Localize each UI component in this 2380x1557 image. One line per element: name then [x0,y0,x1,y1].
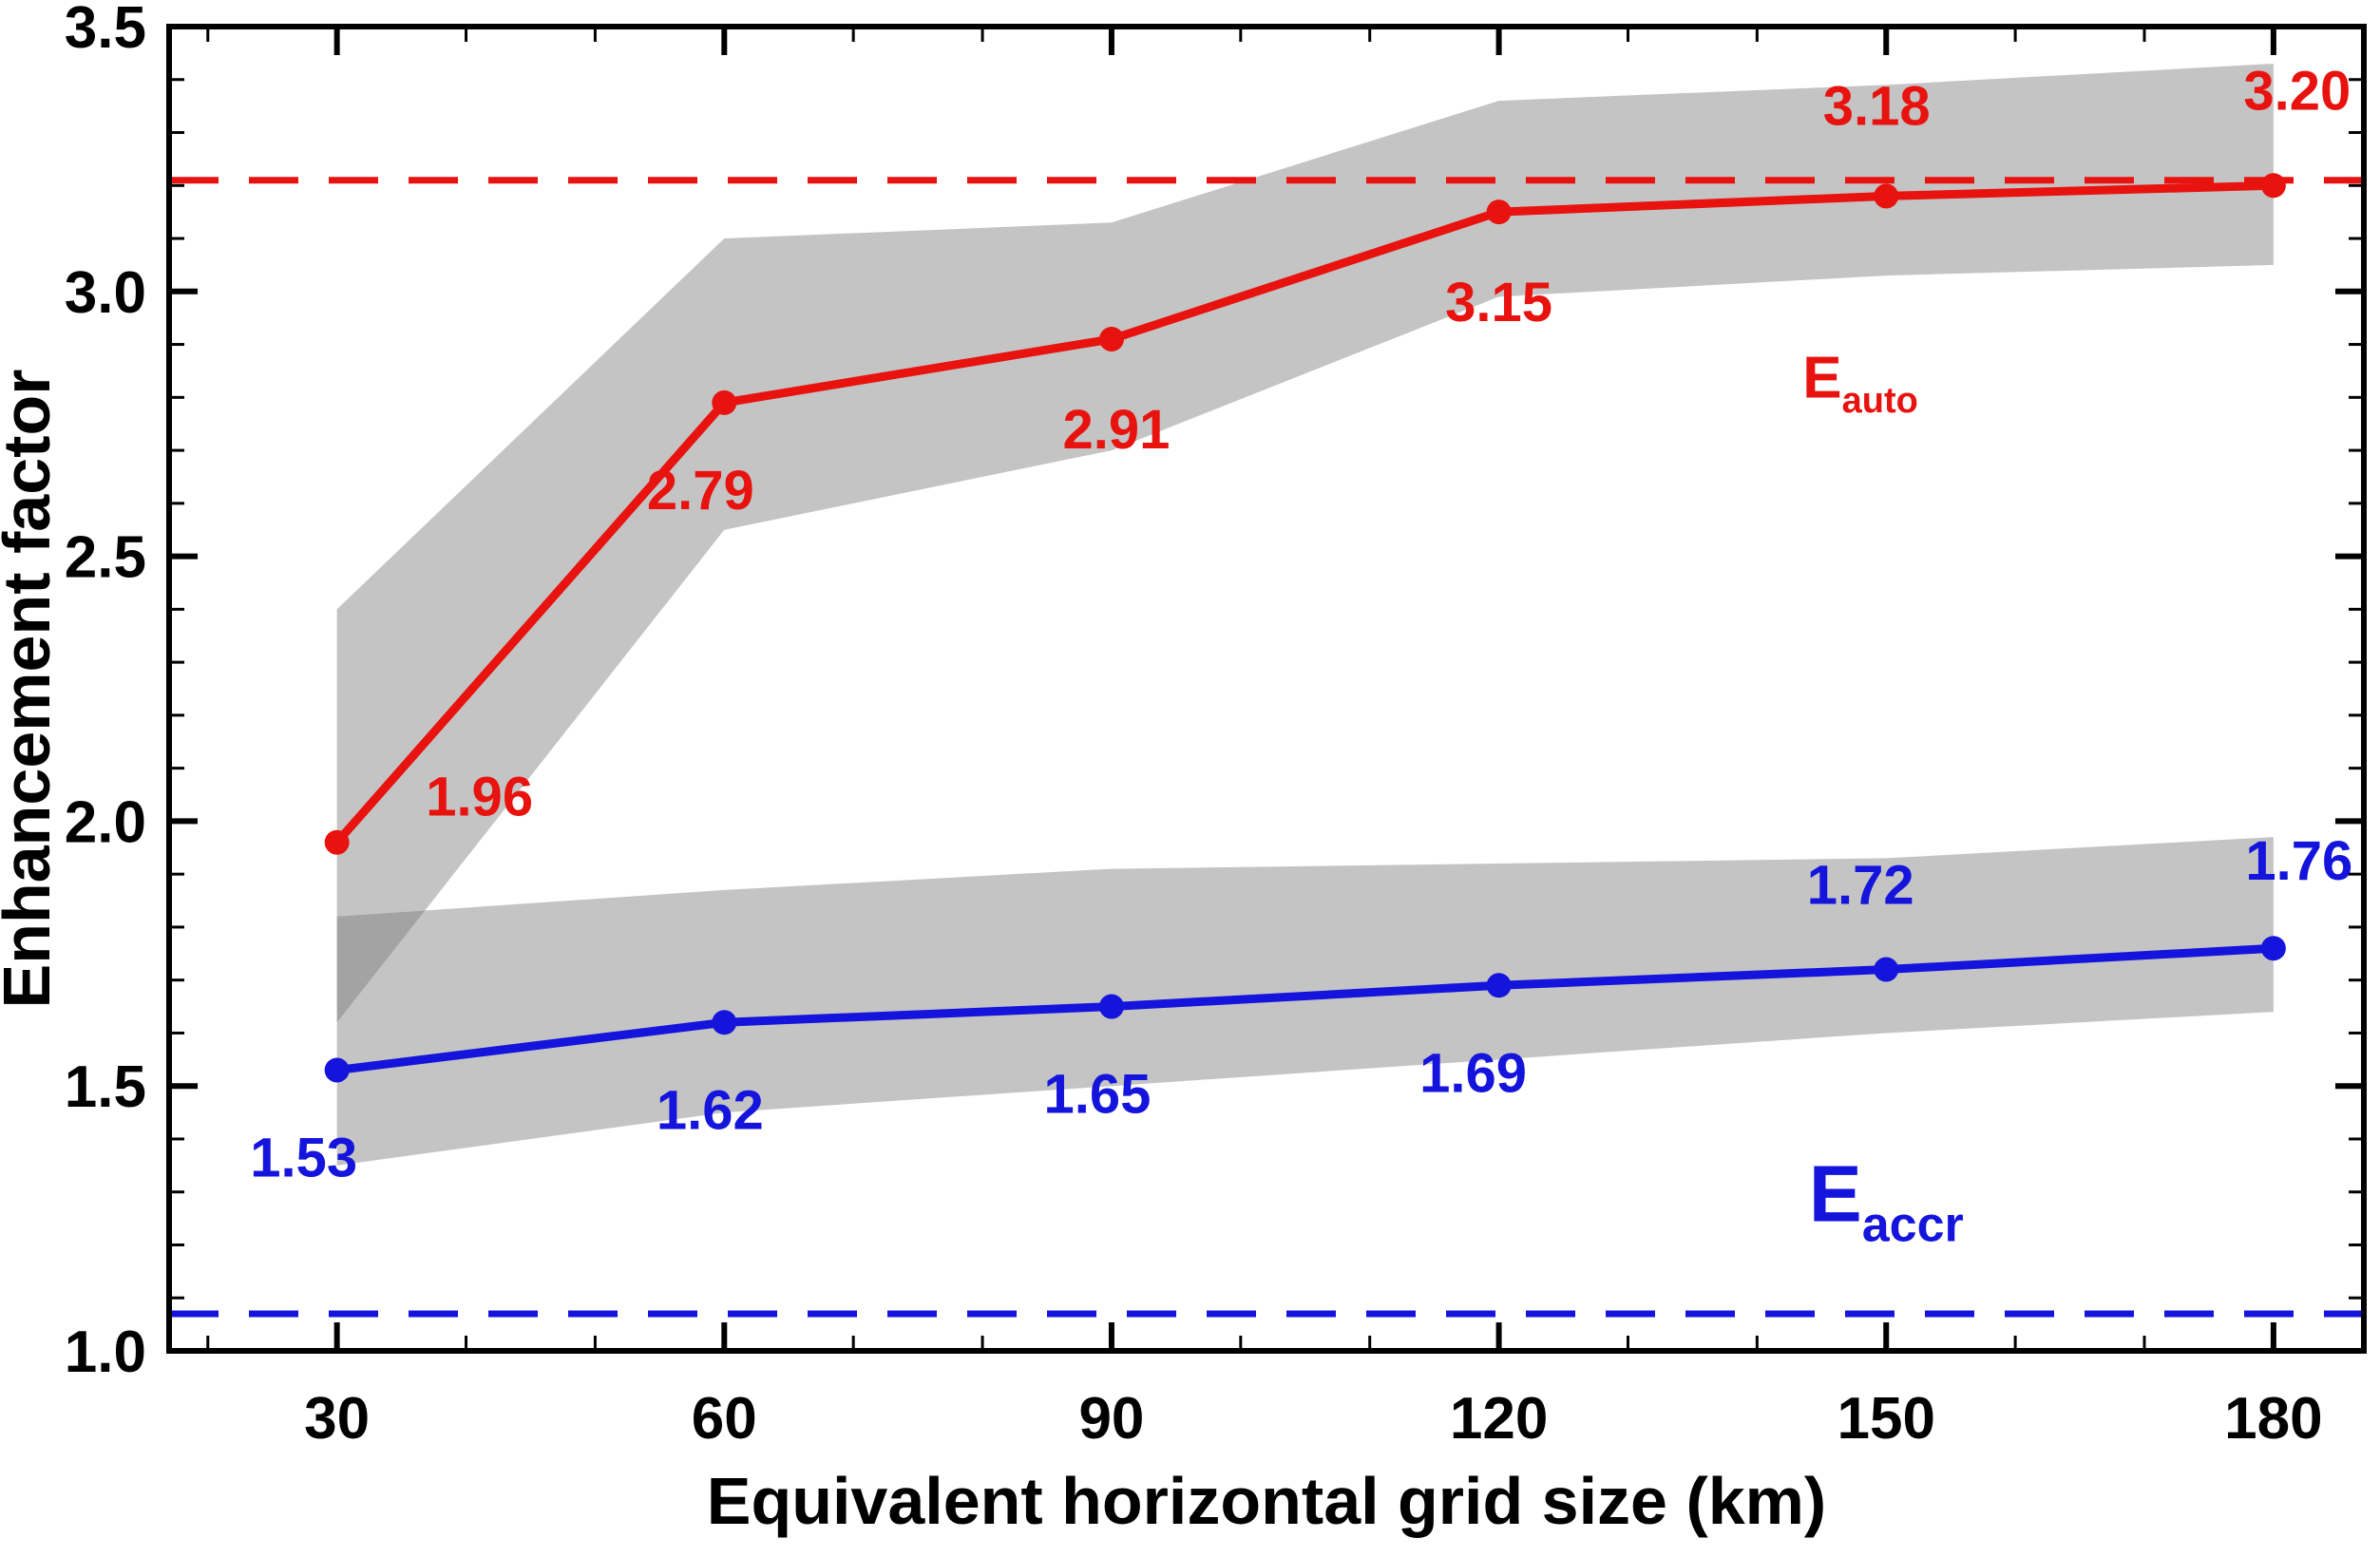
marker-E_auto [1874,183,1899,209]
marker-E_accr [1874,957,1899,982]
y-tick-label: 3.0 [65,260,146,326]
uncertainty-band-E_accr [336,837,2274,1166]
y-tick-label: 3.5 [65,0,146,61]
marker-E_accr [1486,973,1512,998]
marker-E_auto [1486,199,1512,225]
data-label-E_accr: 1.76 [2245,830,2352,892]
marker-E_auto [2260,173,2286,199]
data-label-E_accr: 1.69 [1419,1042,1527,1104]
series-label-accr: Eaccr [1809,1149,1964,1252]
data-label-E_auto: 1.96 [426,767,533,828]
x-tick-label: 60 [692,1386,757,1452]
x-tick-label: 30 [304,1386,370,1452]
marker-E_auto [324,829,350,855]
y-tick-label: 1.0 [65,1320,146,1385]
data-label-E_auto: 3.18 [1823,75,1931,137]
marker-E_accr [712,1010,737,1035]
data-label-E_accr: 1.62 [657,1079,764,1141]
x-tick-label: 150 [1837,1386,1935,1452]
x-axis-title: Equivalent horizontal grid size (km) [707,1464,1826,1538]
x-tick-label: 90 [1078,1386,1144,1452]
x-tick-label: 120 [1450,1386,1548,1452]
data-label-E_auto: 3.20 [2243,60,2351,122]
axis-ticks [169,24,2364,1354]
series-E_accr: 1.53 1.62 1.65 1.69 1.72 1.76 [250,830,2352,1188]
uncertainty-band-E_auto [336,64,2274,1023]
data-label-E_auto: 2.79 [647,460,754,522]
marker-E_accr [2260,936,2286,961]
series-E_auto: 1.96 2.79 2.91 3.15 3.18 3.20 [324,60,2351,855]
y-tick-label: 2.0 [65,789,146,855]
line-E_accr [333,943,2278,1074]
marker-E_auto [1098,326,1124,351]
y-tick-label: 1.5 [65,1054,146,1120]
data-label-E_accr: 1.53 [250,1127,357,1188]
x-tick-label: 180 [2224,1386,2322,1452]
data-label-E_accr: 1.65 [1043,1064,1151,1126]
plot-frame [166,24,2367,1354]
line-E_auto [333,180,2278,847]
y-tick-label: 2.5 [65,525,146,591]
data-label-E_auto: 2.91 [1062,399,1170,461]
marker-E_accr [1098,994,1124,1019]
data-label-E_auto: 3.15 [1445,272,1552,333]
data-label-E_accr: 1.72 [1807,855,1914,917]
y-axis-title: Enhancement factor [0,370,64,1009]
marker-E_accr [324,1057,350,1083]
series-label-auto: Eauto [1802,345,1918,421]
tick-labels: 30 60 90 120 150 180 1.0 1.5 2.0 2.5 3.0 3.5 [65,0,2323,1452]
marker-E_auto [712,389,737,415]
